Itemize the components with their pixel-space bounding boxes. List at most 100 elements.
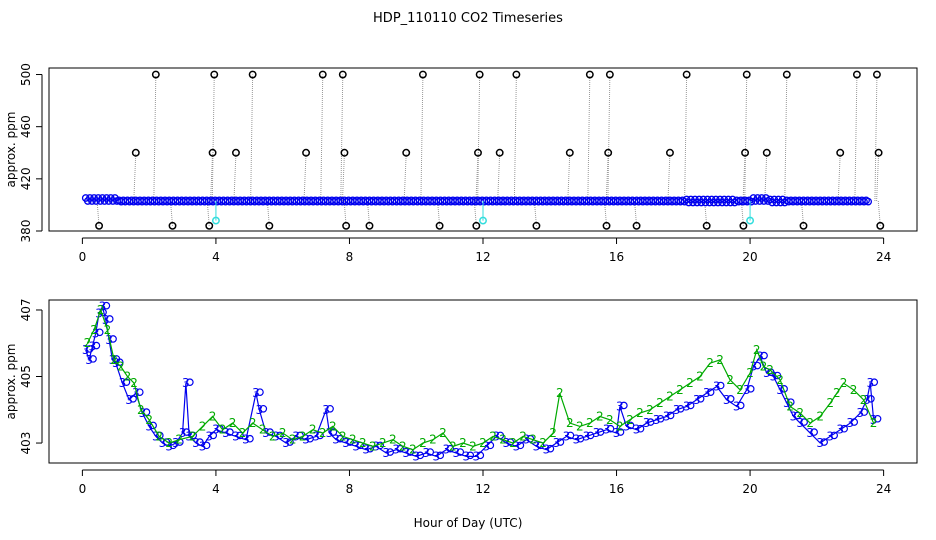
x-tick-label: 8 <box>346 482 354 496</box>
series-marker: 3 <box>99 300 107 314</box>
series-point <box>773 371 782 380</box>
y-tick-label: 403 <box>19 432 33 455</box>
spike-point <box>742 70 751 79</box>
series-marker: 2 <box>606 413 614 427</box>
spike-line <box>854 74 858 202</box>
series-point <box>516 441 525 450</box>
series-point <box>89 355 97 363</box>
series-marker: 2 <box>760 360 768 374</box>
series-point <box>596 428 605 436</box>
series-marker: 2 <box>399 439 407 453</box>
series-marker: 3 <box>159 436 167 450</box>
series-marker: 2 <box>349 433 357 447</box>
spike-point <box>210 70 219 79</box>
series-line <box>85 304 875 458</box>
series-marker: 3 <box>109 353 117 367</box>
series-point <box>840 424 849 433</box>
series-marker: 2 <box>806 416 814 430</box>
y-axis-label: approx. ppm <box>4 344 18 420</box>
spike-point <box>265 221 274 230</box>
spike-point <box>365 221 374 230</box>
x-tick-label: 24 <box>876 250 891 264</box>
series-marker: 2 <box>576 419 584 433</box>
spike-point <box>318 70 327 79</box>
series-point <box>105 315 114 323</box>
spike-line <box>211 74 215 202</box>
spike-line <box>303 152 307 202</box>
series-point <box>149 421 157 430</box>
series-point <box>426 448 435 456</box>
series-marker: 3 <box>412 449 420 463</box>
series-marker: 2 <box>419 436 427 450</box>
y-tick-label: 407 <box>19 299 33 322</box>
series-marker: 2 <box>110 353 118 367</box>
series-marker: 2 <box>556 386 564 400</box>
spike-line <box>210 152 214 202</box>
series-marker: 3 <box>733 399 741 413</box>
series-point <box>800 418 808 426</box>
series-marker: 3 <box>643 416 651 430</box>
series-point <box>476 451 485 460</box>
spike-point <box>418 70 427 79</box>
series-marker: 2 <box>165 436 173 450</box>
series-marker: 2 <box>117 360 125 374</box>
x-tick-label: 4 <box>212 482 220 496</box>
spike-point <box>474 148 482 157</box>
series-marker: 2 <box>519 429 527 443</box>
spike-line <box>233 152 237 202</box>
series-point <box>636 424 645 433</box>
series-marker: 2 <box>239 426 247 440</box>
series-point <box>162 438 171 446</box>
spike-point <box>151 70 160 79</box>
series-marker: 2 <box>686 376 694 390</box>
series-marker: 3 <box>282 436 290 450</box>
series-marker: 3 <box>796 416 804 430</box>
spike-point <box>604 148 613 157</box>
series-marker: 2 <box>409 443 417 457</box>
spike-point <box>585 70 594 79</box>
series-point <box>786 398 795 406</box>
series-point <box>646 418 655 426</box>
series-marker: 3 <box>102 313 110 327</box>
spike-point <box>248 70 257 79</box>
spike-point <box>208 148 217 157</box>
x-tick-label: 16 <box>609 250 624 264</box>
series-marker: 3 <box>616 399 624 413</box>
spike-point <box>435 221 444 230</box>
y-axis: 403 405 407 <box>19 299 43 455</box>
series-marker: 2 <box>626 413 634 427</box>
series-marker: 2 <box>269 429 277 443</box>
series-marker: 3 <box>182 376 190 390</box>
series-marker: 2 <box>469 439 477 453</box>
spike-point <box>402 148 411 157</box>
panel-top: 0 4 8 12 16 20 24 380 420 460 500 approx. ppm <box>4 63 918 264</box>
spike-point <box>799 221 808 230</box>
series-point <box>186 378 194 386</box>
series-point <box>129 394 137 403</box>
series-marker: 3 <box>185 429 193 443</box>
spike-point <box>340 148 349 157</box>
series-marker: 3 <box>593 426 601 440</box>
spike-line <box>96 200 100 226</box>
series-marker: 2 <box>586 416 594 430</box>
spike-point <box>205 221 214 230</box>
spike-line <box>250 74 254 202</box>
series-marker: 3 <box>473 449 481 463</box>
series-marker: 3 <box>703 386 711 400</box>
series-marker: 2 <box>137 403 145 417</box>
series-marker: 3 <box>623 419 631 433</box>
series-point <box>870 378 879 386</box>
series-marker: 2 <box>429 433 437 447</box>
series-point <box>753 361 762 370</box>
spike-point <box>472 221 481 230</box>
series-marker: 3 <box>192 436 200 450</box>
series-marker: 3 <box>543 443 551 457</box>
spike-line <box>607 74 611 202</box>
spike-line <box>587 74 591 202</box>
series-marker: 3 <box>179 426 187 440</box>
series-marker: 2 <box>229 416 237 430</box>
series-marker: 2 <box>840 376 848 390</box>
series-marker: 3 <box>523 433 531 447</box>
series-marker: 3 <box>503 436 511 450</box>
series-point <box>246 434 254 443</box>
